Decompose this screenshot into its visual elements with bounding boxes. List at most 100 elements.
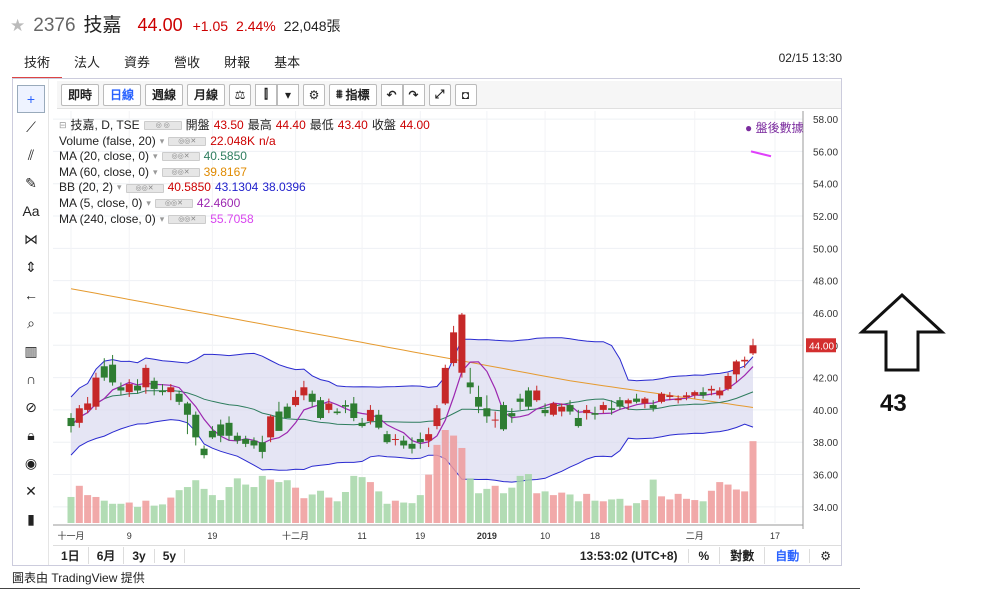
legend-controls-icon[interactable]: ◎ ◎ xyxy=(143,121,182,131)
tab-institutional[interactable]: 法人 xyxy=(74,55,101,70)
fib-icon[interactable]: ⫽ xyxy=(27,146,35,163)
tab-margin[interactable]: 資券 xyxy=(124,55,151,70)
volume-bar xyxy=(658,496,666,523)
volume-bar xyxy=(109,503,117,523)
percent-toggle[interactable]: % xyxy=(687,548,720,563)
volume-bar xyxy=(275,482,283,523)
legend-main: ⊟ 技嘉, D, TSE ◎ ◎ 開盤 43.50 最高 44.40 最低 43.40… xyxy=(59,118,430,134)
text-icon[interactable]: Aa xyxy=(22,203,40,219)
chevron-down-icon[interactable]: ▾ xyxy=(277,83,300,106)
redo-icon[interactable]: ↷ xyxy=(402,83,425,106)
weekly-button[interactable]: 週線 xyxy=(145,83,184,106)
magnet-icon[interactable]: ∩ xyxy=(25,371,37,387)
undo-icon[interactable]: ↶ xyxy=(380,83,403,106)
bb-upper: 43.1304 xyxy=(214,180,259,195)
tab-revenue[interactable]: 營收 xyxy=(174,55,201,70)
candle-body xyxy=(358,422,366,427)
candle-body xyxy=(475,396,483,407)
brush-icon[interactable]: ✎ xyxy=(25,174,37,191)
settings-icon[interactable]: ⚙ xyxy=(809,548,841,563)
pencil-lock-icon[interactable]: ⊘ xyxy=(25,398,37,415)
intraday-button[interactable]: 即時 xyxy=(61,83,100,106)
tools-icon[interactable]: ✕ xyxy=(25,482,37,499)
candle-body xyxy=(416,438,424,443)
log-toggle[interactable]: 對數 xyxy=(719,547,764,564)
legend-controls-icon[interactable]: ◎◎✕ xyxy=(154,199,193,209)
candle-body xyxy=(225,422,233,436)
volume-bar xyxy=(283,480,291,523)
legend-controls-icon[interactable]: ◎◎✕ xyxy=(161,152,200,162)
volume-bar xyxy=(425,474,433,523)
legend-controls-icon[interactable]: ◎◎✕ xyxy=(168,136,207,146)
volume-bar xyxy=(167,497,175,523)
tab-technical[interactable]: 技術 xyxy=(12,50,63,79)
camera-icon[interactable]: ◘ xyxy=(454,83,477,106)
legend-controls-icon[interactable]: ◎◎✕ xyxy=(168,214,207,224)
trash-icon[interactable]: ▮ xyxy=(27,510,35,527)
ruler-icon[interactable]: ▥ xyxy=(24,342,38,359)
candle-body xyxy=(558,406,566,412)
volume-bar xyxy=(533,493,541,523)
volume-bar xyxy=(225,487,233,523)
volume-bar xyxy=(499,493,507,523)
arrow-left-icon[interactable]: ← xyxy=(24,287,38,303)
crosshair-icon[interactable]: + xyxy=(17,85,45,113)
measure-icon[interactable]: ⇕ xyxy=(25,258,37,275)
candle-body xyxy=(75,408,83,423)
volume-bar xyxy=(125,502,133,523)
price-tick: 48.00 xyxy=(813,277,838,288)
ma60-line xyxy=(70,288,754,408)
daily-button[interactable]: 日線 xyxy=(103,83,142,106)
tab-basic[interactable]: 基本 xyxy=(274,55,301,70)
legend-controls-icon[interactable]: ◎◎✕ xyxy=(161,168,200,178)
price-tick: 38.00 xyxy=(813,438,838,449)
range-6m[interactable]: 6月 xyxy=(89,547,125,564)
price-tick: 54.00 xyxy=(813,180,838,191)
star-icon[interactable]: ★ xyxy=(10,16,26,35)
trendline-icon[interactable]: ⟋ xyxy=(26,118,36,135)
legend-main-label: 技嘉, D, TSE xyxy=(70,118,140,132)
pattern-icon[interactable]: ⋈ xyxy=(24,230,38,247)
afterhours-link[interactable]: ● 盤後數據 xyxy=(745,121,804,135)
fullscreen-icon[interactable]: ⤢ xyxy=(428,83,451,106)
legend-ma240: MA (240, close, 0) ▾ ◎◎✕ 55.7058 xyxy=(59,211,254,226)
volume-bar xyxy=(75,485,83,523)
tab-financials[interactable]: 財報 xyxy=(224,55,251,70)
legend-controls-icon[interactable]: ◎◎✕ xyxy=(125,183,164,193)
auto-toggle[interactable]: 自動 xyxy=(764,547,809,564)
range-1d[interactable]: 1日 xyxy=(53,547,89,564)
price-chart[interactable]: 58.00 56.00 54.00 52.00 50.00 48.00 46.00 44.00… xyxy=(53,111,841,547)
monthly-button[interactable]: 月線 xyxy=(187,83,226,106)
candle-body xyxy=(441,367,449,404)
candle-style-icon[interactable]: ⫿ xyxy=(255,83,278,106)
volume-bar xyxy=(416,495,424,523)
annotation-text: 43 xyxy=(880,390,907,417)
price-tick: 34.00 xyxy=(813,503,838,514)
zoom-icon[interactable]: ⌕ xyxy=(27,314,35,331)
legend-ma20: MA (20, close, 0) ▾ ◎◎✕ 40.5850 xyxy=(59,149,247,164)
indicators-button[interactable]: ⩩ 指標 xyxy=(329,83,377,106)
candle-body xyxy=(741,359,749,362)
settings-icon[interactable]: ⚙ xyxy=(303,83,326,106)
bb-label: BB (20, 2) xyxy=(59,180,114,195)
candle-body xyxy=(450,332,458,364)
ma240-label: MA (240, close, 0) xyxy=(59,211,156,226)
up-arrow-icon xyxy=(858,292,946,372)
eye-icon[interactable]: ◉ xyxy=(24,454,38,471)
lock-icon[interactable]: 🔒︎ xyxy=(27,426,35,443)
volume-bar xyxy=(267,479,275,523)
compare-icon[interactable]: ⚖ xyxy=(229,83,252,106)
collapse-icon[interactable]: ⊟ xyxy=(59,120,67,130)
volume-bar xyxy=(375,491,383,523)
candle-body xyxy=(292,396,300,406)
volume-bar xyxy=(491,485,499,523)
volume-bar xyxy=(233,478,241,523)
volume-bar xyxy=(741,491,749,523)
candle-body xyxy=(724,375,732,389)
range-3y[interactable]: 3y xyxy=(124,548,155,563)
candle-body xyxy=(541,409,549,414)
volume-bar xyxy=(242,484,250,523)
candle-body xyxy=(633,398,641,402)
candle-body xyxy=(408,443,416,449)
range-5y[interactable]: 5y xyxy=(155,548,186,563)
